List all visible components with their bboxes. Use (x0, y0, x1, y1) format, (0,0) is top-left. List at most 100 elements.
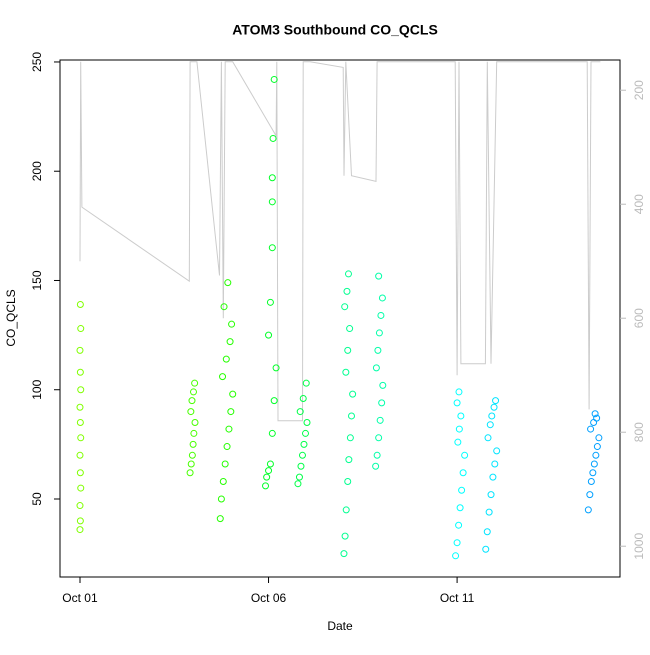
point (77, 386, 85, 394)
point (76, 451, 84, 459)
point (220, 303, 228, 311)
point (76, 301, 84, 309)
y-tick-label: 150 (30, 270, 44, 290)
point (461, 451, 469, 459)
point (586, 491, 594, 499)
point (189, 440, 197, 448)
point (269, 134, 277, 142)
point (302, 379, 310, 387)
point (299, 394, 307, 402)
point (272, 364, 280, 372)
point (340, 550, 348, 558)
point (374, 346, 382, 354)
point (303, 419, 311, 427)
point (226, 338, 234, 346)
point (76, 469, 84, 477)
point (77, 434, 85, 442)
point (455, 388, 463, 396)
point (488, 412, 496, 420)
point (341, 303, 349, 311)
point (458, 486, 466, 494)
point (343, 287, 351, 295)
point (77, 484, 85, 492)
point (487, 491, 495, 499)
point (76, 517, 84, 525)
point (345, 456, 353, 464)
y-tick-label: 250 (30, 52, 44, 72)
point (375, 329, 383, 337)
point (453, 399, 461, 407)
point (490, 403, 498, 411)
point (452, 552, 460, 560)
point (266, 460, 274, 468)
point (344, 478, 352, 486)
point (76, 502, 84, 510)
point (342, 368, 350, 376)
point (76, 368, 84, 376)
point (341, 532, 349, 540)
point (217, 495, 225, 503)
point (268, 174, 276, 182)
y-tick-label: 50 (30, 492, 44, 506)
point (485, 508, 493, 516)
point (225, 425, 233, 433)
point (459, 469, 467, 477)
point (593, 414, 601, 422)
point (483, 528, 491, 536)
point (592, 451, 600, 459)
point (268, 198, 276, 206)
point (376, 416, 384, 424)
point (222, 355, 230, 363)
point (346, 434, 354, 442)
point (191, 379, 199, 387)
point (491, 460, 499, 468)
point (455, 425, 463, 433)
point (263, 473, 271, 481)
point (219, 373, 227, 381)
point (372, 364, 380, 372)
point (228, 320, 236, 328)
point (296, 408, 304, 416)
point (590, 419, 598, 427)
point (186, 469, 194, 477)
point (219, 478, 227, 486)
y-tick-label: 100 (30, 379, 44, 399)
point (349, 390, 357, 398)
y-tick-label: 200 (30, 161, 44, 181)
point (187, 408, 195, 416)
point (298, 451, 306, 459)
chart-title: ATOM3 Southbound CO_QCLS (232, 22, 438, 38)
point (454, 438, 462, 446)
point (346, 325, 354, 333)
point (455, 521, 463, 529)
point (342, 506, 350, 514)
point (372, 462, 380, 470)
point (268, 429, 276, 437)
point (265, 331, 273, 339)
point (378, 294, 386, 302)
point (486, 421, 494, 429)
point (344, 346, 352, 354)
x-tick-label: Oct 01 (62, 591, 98, 605)
x-axis-label: Date (327, 619, 353, 633)
point (187, 460, 195, 468)
point (301, 429, 309, 437)
point (378, 399, 386, 407)
point (492, 397, 500, 405)
point (77, 325, 85, 333)
point (189, 388, 197, 396)
point (297, 462, 305, 470)
point (344, 270, 352, 278)
point (295, 473, 303, 481)
point (300, 440, 308, 448)
point (484, 434, 492, 442)
point (270, 75, 278, 83)
point (223, 443, 231, 451)
point (493, 447, 501, 455)
point (262, 482, 270, 490)
y2-tick-label: 200 (632, 80, 646, 100)
x-tick-label: Oct 11 (440, 591, 475, 605)
y2-tick-label: 800 (632, 422, 646, 442)
y2-tick-label: 600 (632, 308, 646, 328)
point (595, 434, 603, 442)
